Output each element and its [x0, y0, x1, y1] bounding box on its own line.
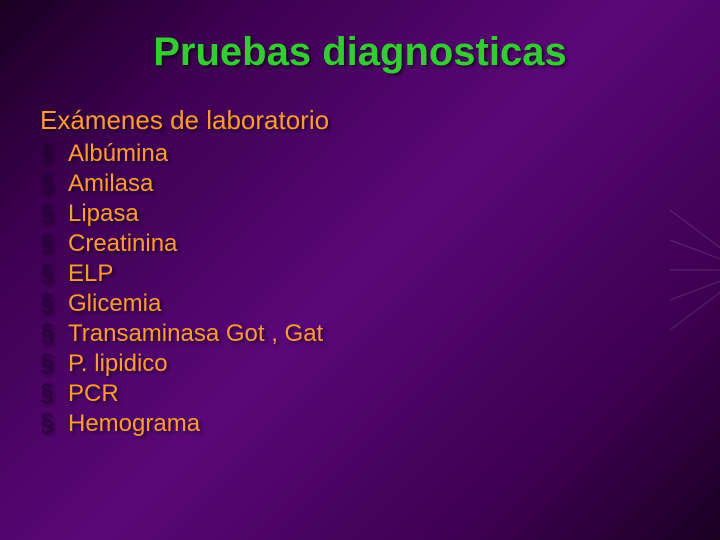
bullet-icon: § — [40, 320, 68, 348]
bullet-icon: § — [40, 350, 68, 378]
bullet-icon: § — [40, 200, 68, 228]
list-item-label: Lipasa — [68, 200, 680, 228]
list-item-label: Creatinina — [68, 230, 680, 258]
bullet-list: § Albúmina § Amilasa § Lipasa § Creatini… — [40, 140, 680, 438]
list-item-label: Albúmina — [68, 140, 680, 168]
list-item-label: PCR — [68, 380, 680, 408]
list-item-label: Hemograma — [68, 410, 680, 438]
list-item: § Transaminasa Got , Gat — [40, 320, 680, 348]
list-item: § Creatinina — [40, 230, 680, 258]
bullet-icon: § — [40, 290, 68, 318]
list-item-label: Transaminasa Got , Gat — [68, 320, 680, 348]
slide: Pruebas diagnosticas Exámenes de laborat… — [0, 0, 720, 540]
list-item: § Glicemia — [40, 290, 680, 318]
bullet-icon: § — [40, 230, 68, 258]
list-item-label: P. lipidico — [68, 350, 680, 378]
list-item: § Lipasa — [40, 200, 680, 228]
slide-subtitle: Exámenes de laboratorio — [40, 105, 680, 136]
bullet-icon: § — [40, 410, 68, 438]
bullet-icon: § — [40, 140, 68, 168]
list-item: § P. lipidico — [40, 350, 680, 378]
list-item-label: Amilasa — [68, 170, 680, 198]
list-item-label: Glicemia — [68, 290, 680, 318]
list-item: § Amilasa — [40, 170, 680, 198]
list-item: § Hemograma — [40, 410, 680, 438]
bullet-icon: § — [40, 170, 68, 198]
list-item: § PCR — [40, 380, 680, 408]
list-item: § Albúmina — [40, 140, 680, 168]
list-item-label: ELP — [68, 260, 680, 288]
slide-title: Pruebas diagnosticas — [40, 30, 680, 75]
bullet-icon: § — [40, 380, 68, 408]
list-item: § ELP — [40, 260, 680, 288]
bullet-icon: § — [40, 260, 68, 288]
